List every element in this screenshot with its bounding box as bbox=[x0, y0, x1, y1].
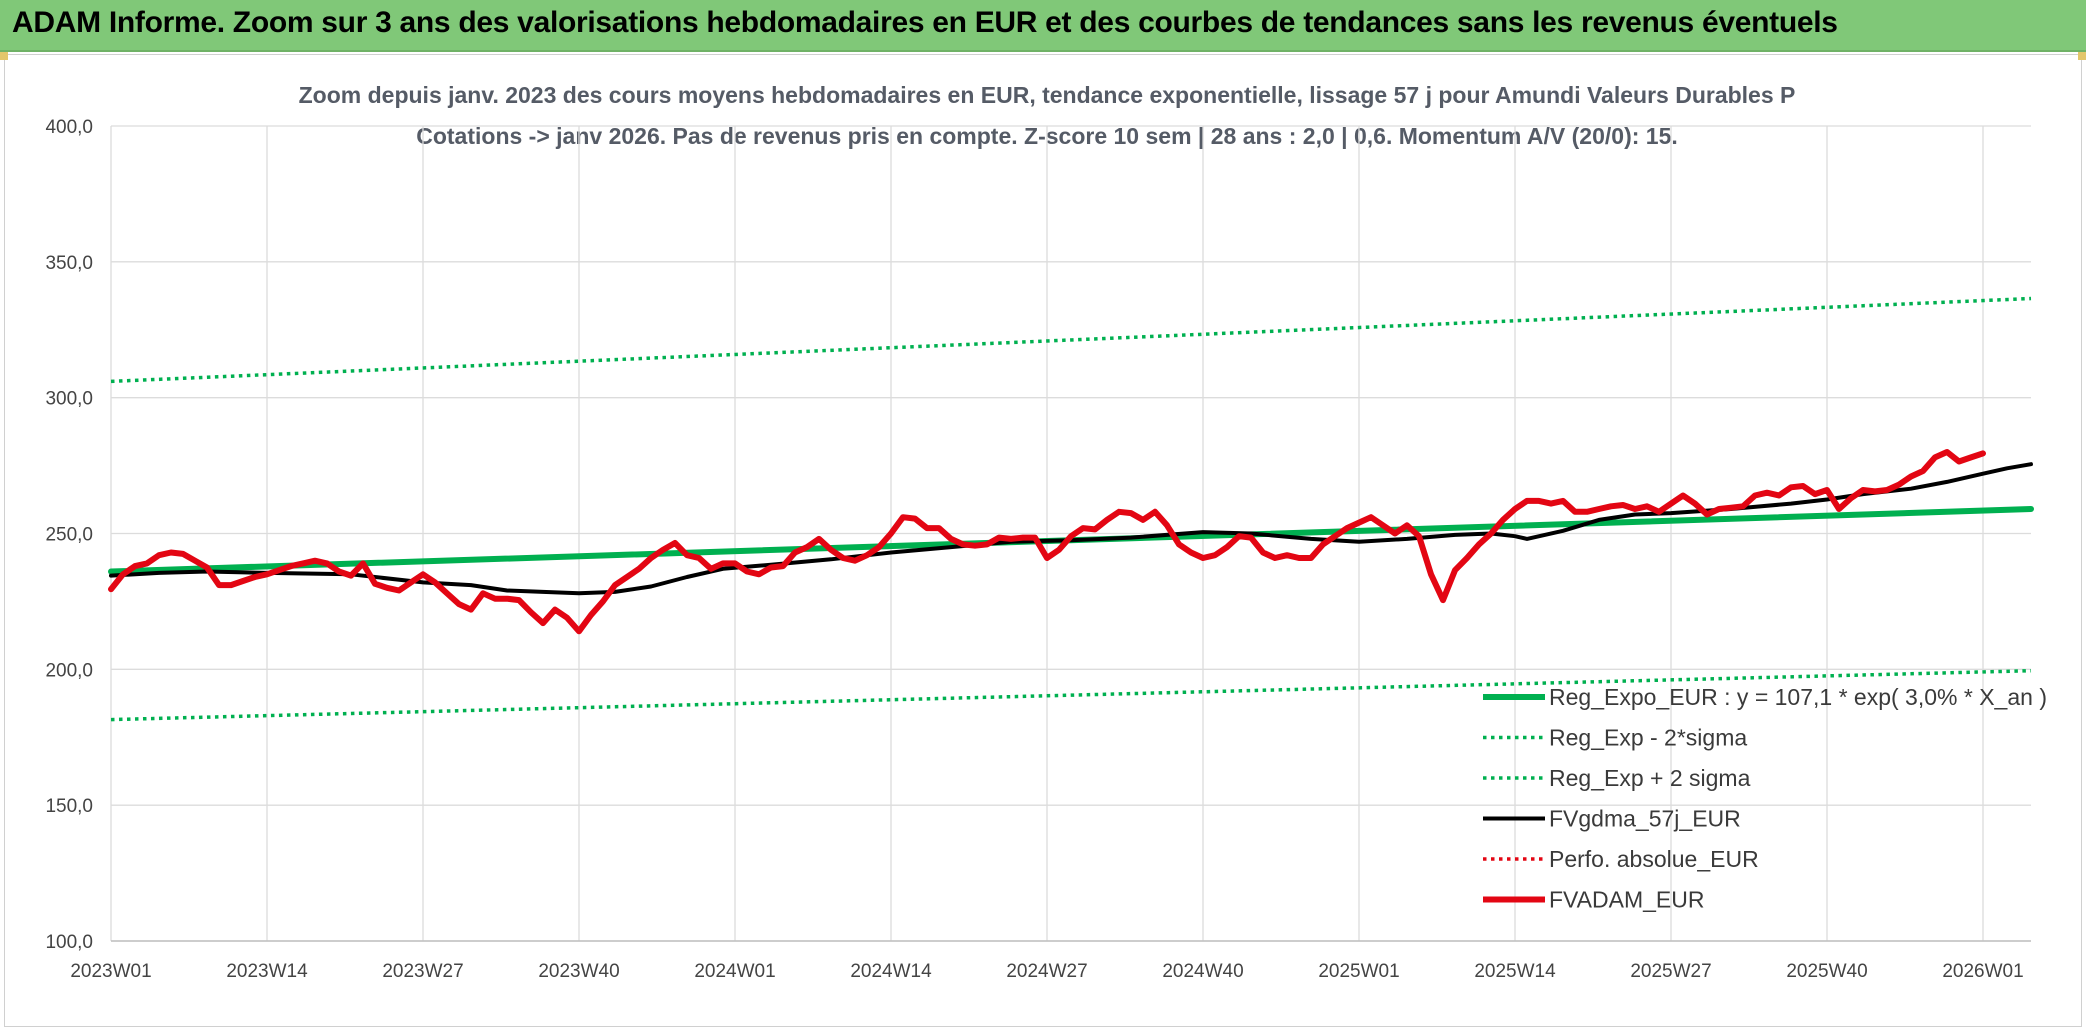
y-tick-label: 250,0 bbox=[45, 525, 93, 546]
x-tick-label: 2024W40 bbox=[1162, 961, 1243, 982]
legend-label: Perfo. absolue_EUR bbox=[1549, 846, 1759, 872]
series-line bbox=[110, 296, 2032, 384]
x-tick-label: 2025W40 bbox=[1786, 961, 1867, 982]
chart-title: Zoom depuis janv. 2023 des cours moyens … bbox=[299, 82, 1796, 108]
x-tick-label: 2023W40 bbox=[538, 961, 619, 982]
y-tick-label: 300,0 bbox=[45, 389, 93, 410]
x-tick-label: 2025W01 bbox=[1318, 961, 1399, 982]
y-tick-label: 150,0 bbox=[45, 796, 93, 817]
x-tick-label: 2024W01 bbox=[694, 961, 775, 982]
series-line bbox=[108, 449, 1986, 635]
y-axis: 400,0 350,0 300,0 250,0 200,0 150,0 100,0 bbox=[45, 117, 93, 953]
x-tick-label: 2025W27 bbox=[1630, 961, 1711, 982]
x-tick-label: 2026W01 bbox=[1942, 961, 2023, 982]
x-tick-label: 2025W14 bbox=[1474, 961, 1556, 982]
legend-label: FVgdma_57j_EUR bbox=[1549, 806, 1741, 832]
series-line bbox=[109, 462, 2033, 596]
y-tick-label: 400,0 bbox=[45, 117, 93, 138]
banner-title: ADAM Informe. Zoom sur 3 ans des valoris… bbox=[12, 6, 1838, 39]
chart-frame: Zoom depuis janv. 2023 des cours moyens … bbox=[4, 54, 2082, 1027]
legend-label: Reg_Expo_EUR : y = 107,1 * exp( 3,0% * X… bbox=[1549, 684, 2047, 710]
legend-label: FVADAM_EUR bbox=[1549, 887, 1705, 913]
x-tick-label: 2023W27 bbox=[382, 961, 463, 982]
x-tick-label: 2023W01 bbox=[70, 961, 151, 982]
y-tick-label: 350,0 bbox=[45, 253, 93, 274]
corner-marker bbox=[2078, 52, 2086, 60]
series-layer bbox=[108, 296, 2034, 722]
corner-marker bbox=[0, 52, 8, 60]
banner: ADAM Informe. Zoom sur 3 ans des valoris… bbox=[0, 0, 2086, 52]
x-tick-label: 2023W14 bbox=[226, 961, 308, 982]
y-tick-label: 100,0 bbox=[45, 932, 93, 953]
legend-label: Reg_Exp - 2*sigma bbox=[1549, 725, 1747, 751]
y-tick-label: 200,0 bbox=[45, 660, 93, 681]
legend: Reg_Expo_EUR : y = 107,1 * exp( 3,0% * X… bbox=[1483, 684, 2047, 913]
legend-label: Reg_Exp + 2 sigma bbox=[1549, 765, 1751, 791]
x-tick-label: 2024W27 bbox=[1006, 961, 1087, 982]
series-line bbox=[110, 668, 2032, 722]
x-tick-label: 2024W14 bbox=[850, 961, 932, 982]
line-chart: Zoom depuis janv. 2023 des cours moyens … bbox=[45, 82, 2047, 982]
x-axis: 2023W01 2023W14 2023W27 2023W40 2024W01 2024W… bbox=[70, 961, 2023, 982]
